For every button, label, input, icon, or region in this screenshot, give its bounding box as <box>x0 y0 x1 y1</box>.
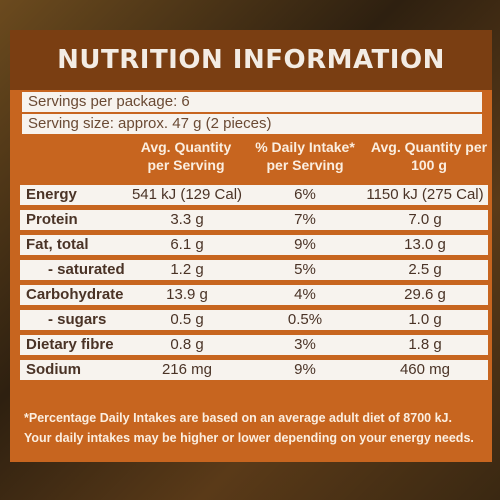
table-row-carbohydrate: Carbohydrate 13.9 g 4% 29.6 g <box>20 285 488 305</box>
value-per-serving: 0.5 g <box>170 311 204 328</box>
panel-header: NUTRITION INFORMATION <box>10 30 492 90</box>
nutrient-name: Sodium <box>26 361 81 378</box>
daily-intake-footnote: *Percentage Daily Intakes are based on a… <box>24 411 474 445</box>
value-daily-intake: 7% <box>294 211 316 228</box>
value-per-serving: 6.1 g <box>170 236 204 253</box>
table-row-fat-total: Fat, total 6.1 g 9% 13.0 g <box>20 235 488 255</box>
table-row-saturated: - saturated 1.2 g 5% 2.5 g <box>20 260 488 280</box>
nutrient-name: - sugars <box>48 311 107 328</box>
nutrient-name: Protein <box>26 211 78 228</box>
table-row-energy: Energy 541 kJ (129 Cal) 6% 1150 kJ (275 … <box>20 185 488 205</box>
nutrient-name: Dietary fibre <box>26 336 114 353</box>
value-daily-intake: 6% <box>294 186 316 203</box>
nutrient-name: - saturated <box>48 261 125 278</box>
value-daily-intake: 4% <box>294 286 316 303</box>
value-per-100g: 7.0 g <box>408 211 442 228</box>
value-per-100g: 2.5 g <box>408 261 442 278</box>
value-per-serving: 0.8 g <box>170 336 204 353</box>
value-per-100g: 1.0 g <box>408 311 442 328</box>
servings-per-package: Servings per package: 6 <box>22 92 482 112</box>
column-header-per-100g: Avg. Quantity per 100 g <box>370 139 488 173</box>
value-per-100g: 460 mg <box>399 361 451 378</box>
value-daily-intake: 9% <box>294 361 316 378</box>
value-per-serving: 3.3 g <box>170 211 204 228</box>
value-per-serving: 541 kJ (129 Cal) <box>131 186 243 203</box>
value-per-100g: 29.6 g <box>404 286 446 303</box>
table-row-dietary-fibre: Dietary fibre 0.8 g 3% 1.8 g <box>20 335 488 355</box>
column-header-daily-intake: % Daily Intake* per Serving <box>255 139 355 173</box>
panel-title: NUTRITION INFORMATION <box>57 45 445 75</box>
value-daily-intake: 3% <box>294 336 316 353</box>
value-per-100g: 1150 kJ (275 Cal) <box>366 186 484 203</box>
value-daily-intake: 0.5% <box>287 311 323 328</box>
nutrition-panel: NUTRITION INFORMATION Servings per packa… <box>10 30 492 462</box>
value-per-100g: 1.8 g <box>408 336 442 353</box>
value-per-serving: 216 mg <box>161 361 213 378</box>
value-per-100g: 13.0 g <box>404 236 446 253</box>
nutrient-name: Carbohydrate <box>26 286 124 303</box>
value-per-serving: 1.2 g <box>170 261 204 278</box>
table-row-protein: Protein 3.3 g 7% 7.0 g <box>20 210 488 230</box>
value-per-serving: 13.9 g <box>166 286 208 303</box>
nutrient-name: Fat, total <box>26 236 89 253</box>
nutrient-name: Energy <box>26 186 77 203</box>
column-header-per-serving: Avg. Quantity per Serving <box>140 139 232 173</box>
serving-size: Serving size: approx. 47 g (2 pieces) <box>22 114 482 134</box>
table-row-sodium: Sodium 216 mg 9% 460 mg <box>20 360 488 380</box>
value-daily-intake: 9% <box>294 236 316 253</box>
value-daily-intake: 5% <box>294 261 316 278</box>
table-row-sugars: - sugars 0.5 g 0.5% 1.0 g <box>20 310 488 330</box>
